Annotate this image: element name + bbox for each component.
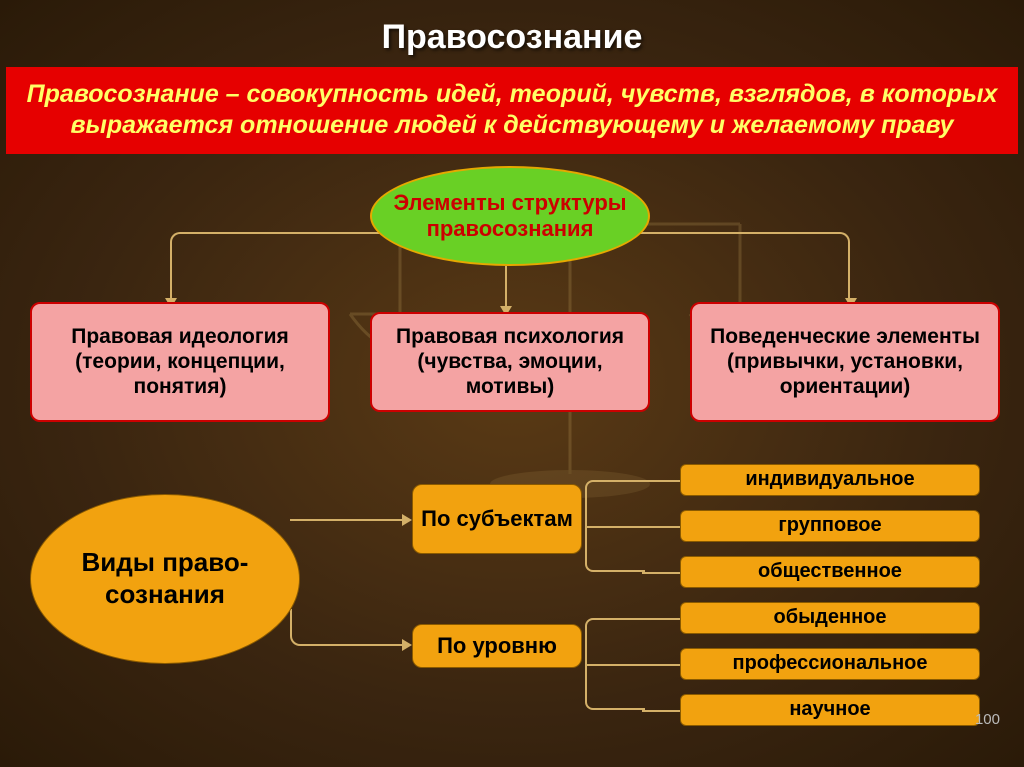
- list-item: групповое: [680, 510, 980, 542]
- page-number: 100: [975, 711, 1000, 728]
- list-item-label: профессиональное: [733, 652, 928, 675]
- element-ideology-label: Правовая идеология (теории, концепции, п…: [40, 324, 320, 400]
- structure-root-label: Элементы структуры правосознания: [372, 190, 648, 241]
- list-item-label: групповое: [778, 514, 881, 537]
- list-item-label: индивидуальное: [745, 468, 914, 491]
- diagram-area: Элементы структуры правосознания Правова…: [0, 154, 1024, 734]
- list-item: профессиональное: [680, 648, 980, 680]
- element-ideology-node: Правовая идеология (теории, концепции, п…: [30, 302, 330, 422]
- list-item: научное: [680, 694, 980, 726]
- list-item-label: обыденное: [774, 606, 887, 629]
- list-item-label: научное: [789, 698, 870, 721]
- types-root-node: Виды право-сознания: [30, 494, 300, 664]
- list-item: общественное: [680, 556, 980, 588]
- criteria-by-level-label: По уровню: [437, 633, 557, 658]
- list-item: обыденное: [680, 602, 980, 634]
- structure-root-node: Элементы структуры правосознания: [370, 166, 650, 266]
- element-behavioral-node: Поведенческие элементы (привычки, устано…: [690, 302, 1000, 422]
- definition-banner: Правосознание – совокупность идей, теори…: [6, 67, 1018, 154]
- element-psychology-label: Правовая психология (чувства, эмоции, мо…: [380, 324, 640, 400]
- types-root-label: Виды право-сознания: [31, 547, 299, 609]
- list-item-label: общественное: [758, 560, 902, 583]
- criteria-by-subject-node: По субъектам: [412, 484, 582, 554]
- criteria-by-subject-label: По субъектам: [421, 506, 573, 531]
- element-behavioral-label: Поведенческие элементы (привычки, устано…: [700, 324, 990, 400]
- element-psychology-node: Правовая психология (чувства, эмоции, мо…: [370, 312, 650, 412]
- criteria-by-level-node: По уровню: [412, 624, 582, 668]
- page-title: Правосознание: [0, 0, 1024, 67]
- list-item: индивидуальное: [680, 464, 980, 496]
